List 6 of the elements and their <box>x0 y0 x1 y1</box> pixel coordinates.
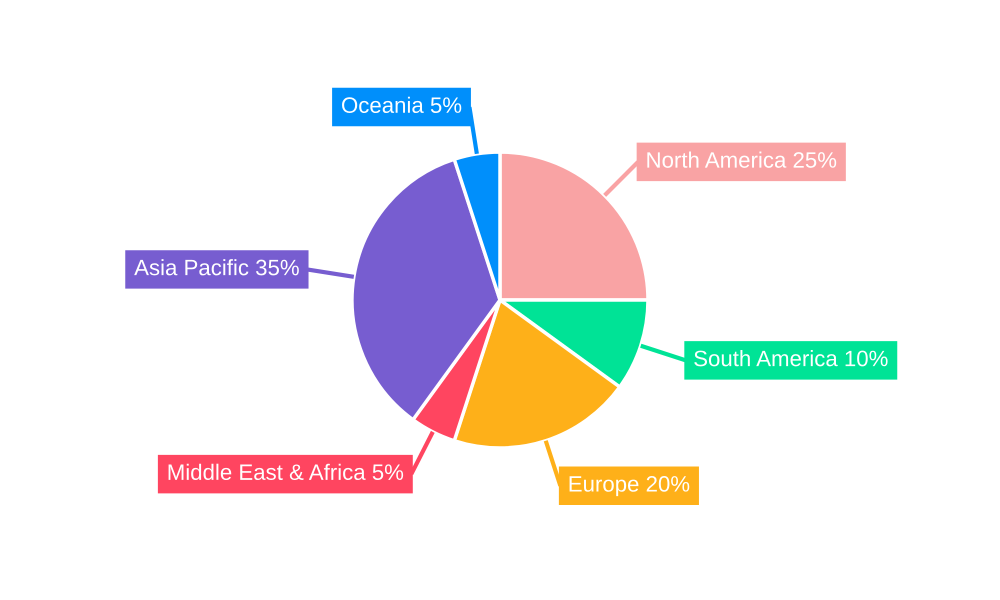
slice-label: South America 10% <box>694 350 888 366</box>
slice-label: North America 25% <box>647 152 836 168</box>
slice-label: Middle East & Africa 5% <box>168 464 404 480</box>
slice-label: Asia Pacific 35% <box>134 259 299 276</box>
slice-label: Oceania 5% <box>342 96 462 114</box>
slice-label: Europe 20% <box>570 476 690 496</box>
